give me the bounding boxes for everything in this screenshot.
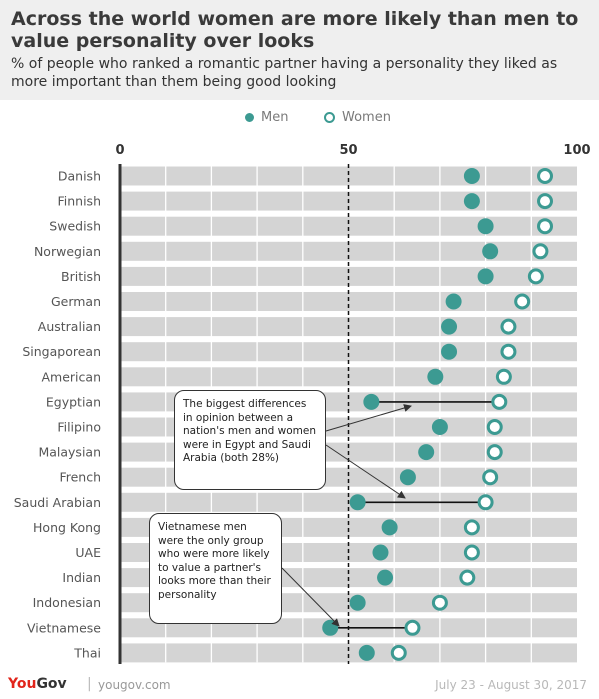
category-label: Filipino [57,420,101,435]
category-label: Norwegian [34,244,101,259]
yougov-logo: YouGov [8,676,67,692]
callout-vietnam: Vietnamese men were the only group who w… [149,513,282,624]
men-dot [463,193,480,210]
women-dot [482,469,499,486]
men-dot [477,268,494,285]
women-dot [527,268,544,285]
legend: Men Women [0,110,599,128]
men-dot [399,469,416,486]
legend-men-label: Men [261,110,289,125]
men-dot [441,318,458,335]
women-dot [390,644,407,661]
men-dot [477,218,494,235]
men-dot [427,368,444,385]
men-dot [441,343,458,360]
callout-arrow [281,567,340,627]
women-dot [463,544,480,561]
women-dot [491,393,508,410]
category-label: Egyptian [46,394,101,409]
chart-subtitle: % of people who ranked a romantic partne… [11,56,558,90]
row-bar [120,166,577,186]
men-dot [463,168,480,184]
logo-you: You [8,676,37,692]
men-dot [381,519,398,536]
legend-women: Women [324,110,391,125]
men-dot [482,243,499,260]
men-dot [377,569,394,586]
category-label: Hong Kong [33,520,101,535]
women-dot [486,419,503,435]
category-label: Australian [38,319,101,334]
footer-url: yougov.com [98,678,171,692]
header: Across the world women are more likely t… [0,0,599,100]
women-dot [537,193,554,210]
row-bar [120,292,577,311]
chart-title: Across the world women are more likely t… [11,8,579,52]
men-dot [349,494,366,511]
women-dot [537,218,554,235]
logo-gov: Gov [36,676,67,692]
women-dot [537,168,554,184]
men-dot [358,644,375,661]
category-label: Malaysian [38,445,101,460]
category-label: Danish [58,169,101,184]
women-dot [404,619,421,636]
row-bar [120,216,577,236]
callout-arrow [325,444,406,499]
row-bar [120,643,577,663]
category-label: American [42,369,102,384]
category-label: Indonesian [33,595,101,610]
row-bar [120,342,577,362]
footer-separator: | [87,676,92,692]
men-dot [349,594,366,611]
women-dot [431,594,448,611]
women-dot [532,243,549,260]
women-circle-icon [324,112,335,123]
women-dot [514,293,531,310]
x-tick-label: 100 [563,143,590,158]
women-dot [495,368,512,385]
men-dot [418,444,435,461]
men-dot-icon [245,113,254,122]
men-dot [363,393,380,410]
category-label: Thai [73,645,101,660]
category-label: Swedish [49,219,101,234]
category-label: UAE [75,545,101,560]
category-label: Vietnamese [27,620,101,635]
men-dot [445,293,462,310]
women-dot [463,519,480,536]
men-dot [372,544,389,561]
category-label: Saudi Arabian [14,495,101,510]
callout-egypt-saudi: The biggest differences in opinion betwe… [174,390,326,490]
legend-women-label: Women [342,110,391,125]
category-label: German [51,294,101,309]
category-label: British [61,269,101,284]
callout-arrow [325,404,412,432]
women-dot [477,494,494,511]
category-label: Singaporean [22,344,101,359]
x-tick-label: 0 [115,143,124,158]
category-label: French [59,470,101,485]
women-dot [500,318,517,335]
women-dot [486,444,503,461]
category-label: Finnish [57,194,101,209]
men-dot [431,419,448,435]
category-label: Indian [62,570,101,585]
women-dot [500,343,517,360]
legend-men: Men [245,110,288,125]
x-tick-label: 50 [339,143,357,158]
women-dot [459,569,476,586]
footer-date: July 23 - August 30, 2017 [435,678,587,692]
